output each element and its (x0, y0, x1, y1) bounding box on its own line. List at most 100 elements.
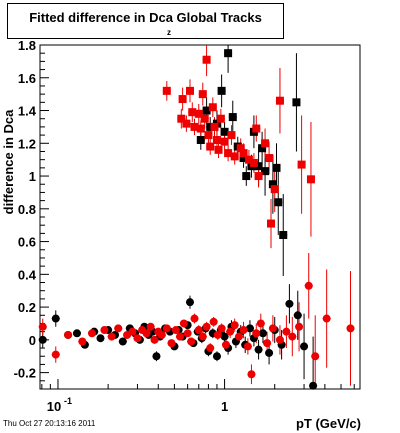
data-point-circle (234, 332, 243, 341)
data-point-square (236, 144, 245, 153)
data-point-square (252, 124, 261, 133)
data-point-circle (133, 334, 142, 343)
data-point-square (182, 119, 191, 128)
data-point-circle (146, 322, 155, 331)
data-point-square (270, 185, 279, 194)
data-point-circle (226, 327, 235, 336)
data-point-circle (243, 342, 252, 351)
data-point-square (258, 144, 267, 153)
data-point-circle (51, 314, 60, 323)
data-point-square (188, 108, 197, 117)
data-point-circle (282, 327, 291, 336)
data-point-circle (239, 326, 248, 335)
data-point-square (206, 142, 215, 151)
data-point-circle (268, 324, 277, 333)
data-point-circle (142, 329, 151, 338)
data-point-circle (194, 326, 203, 335)
y-tick-label: 0.6 (18, 235, 36, 250)
data-point-square (190, 122, 199, 131)
data-point-square (216, 114, 225, 123)
y-tick-label: 1.4 (18, 104, 37, 119)
error-bars (38, 45, 355, 389)
data-point-square (206, 122, 215, 131)
data-point-circle (175, 332, 184, 341)
data-point-circle (38, 335, 47, 344)
data-point-square (177, 114, 186, 123)
data-point-square (200, 114, 209, 123)
data-point-circle (288, 332, 297, 341)
data-point-circle (157, 330, 166, 339)
data-point-circle (183, 329, 192, 338)
data-point-circle (293, 311, 302, 320)
data-point-circle (171, 326, 180, 335)
data-point-circle (212, 352, 221, 361)
data-point-square (224, 49, 233, 58)
x-tick-label-exponent: -1 (64, 396, 72, 406)
data-point-circle (322, 314, 331, 323)
data-point-square (272, 163, 281, 172)
data-point-square (162, 86, 171, 95)
data-point-circle (190, 314, 199, 323)
data-point-circle (222, 340, 231, 349)
x-tick-label: 1 (221, 399, 228, 414)
data-point-circle (72, 329, 81, 338)
data-point-circle (213, 330, 222, 339)
data-point-square (227, 131, 236, 140)
data-point-circle (167, 339, 176, 348)
data-point-square (204, 131, 213, 140)
data-point-circle (309, 381, 318, 390)
data-point-square (196, 124, 205, 133)
y-tick-label: 0 (29, 333, 36, 348)
data-point-square (239, 154, 248, 163)
data-point-circle (346, 324, 355, 333)
data-point-circle (96, 334, 105, 343)
data-point-square (230, 152, 239, 161)
data-point-square (220, 137, 229, 146)
y-tick-label: 0.2 (18, 300, 36, 315)
data-point-circle (265, 348, 274, 357)
data-point-circle (311, 352, 320, 361)
data-point-square (220, 127, 229, 136)
data-point-circle (285, 299, 294, 308)
data-point-circle (100, 326, 109, 335)
y-tick-label: 1.6 (18, 71, 36, 86)
data-point-circle (202, 322, 211, 331)
data-point-circle (256, 319, 265, 328)
data-point-circle (245, 324, 254, 333)
data-point-circle (220, 332, 229, 341)
data-point-circle (217, 324, 226, 333)
data-point-square (254, 172, 263, 181)
data-point-circle (64, 330, 73, 339)
data-point-square (228, 113, 237, 122)
data-point-square (217, 86, 226, 95)
tick-labels: -0.2 0 0.2 0.4 0.6 0.8 1 1.2 1.4 1.6 1.8 10 -1 1 (14, 38, 229, 414)
data-point-square (212, 136, 221, 145)
data-point-square (202, 55, 211, 64)
data-point-square (196, 136, 205, 145)
data-point-square (274, 198, 283, 207)
data-point-square (244, 155, 253, 164)
data-point-circle (258, 329, 267, 338)
data-point-circle (187, 337, 196, 346)
data-point-square (198, 90, 207, 99)
x-tick-label: 10 (47, 399, 61, 414)
data-point-circle (114, 324, 123, 333)
timestamp: Thu Oct 27 20:13:16 2011 (3, 419, 96, 428)
data-point-circle (275, 335, 284, 344)
y-tick-label: 0.8 (18, 202, 36, 217)
data-point-square (224, 149, 233, 158)
data-point-circle (254, 345, 263, 354)
data-point-square (297, 160, 306, 169)
data-point-circle (152, 352, 161, 361)
data-point-square (275, 96, 284, 105)
data-point-square (178, 95, 187, 104)
y-tick-label: 1.8 (18, 38, 36, 53)
data-point-square (210, 122, 219, 131)
y-axis-title: difference in Dca (1, 109, 16, 215)
data-point-square (261, 139, 270, 148)
data-point-square (242, 172, 251, 181)
axis-ticks (40, 44, 355, 390)
y-tick-label: 0.4 (18, 267, 37, 282)
data-point-circle (185, 298, 194, 307)
data-point-circle (304, 281, 313, 290)
